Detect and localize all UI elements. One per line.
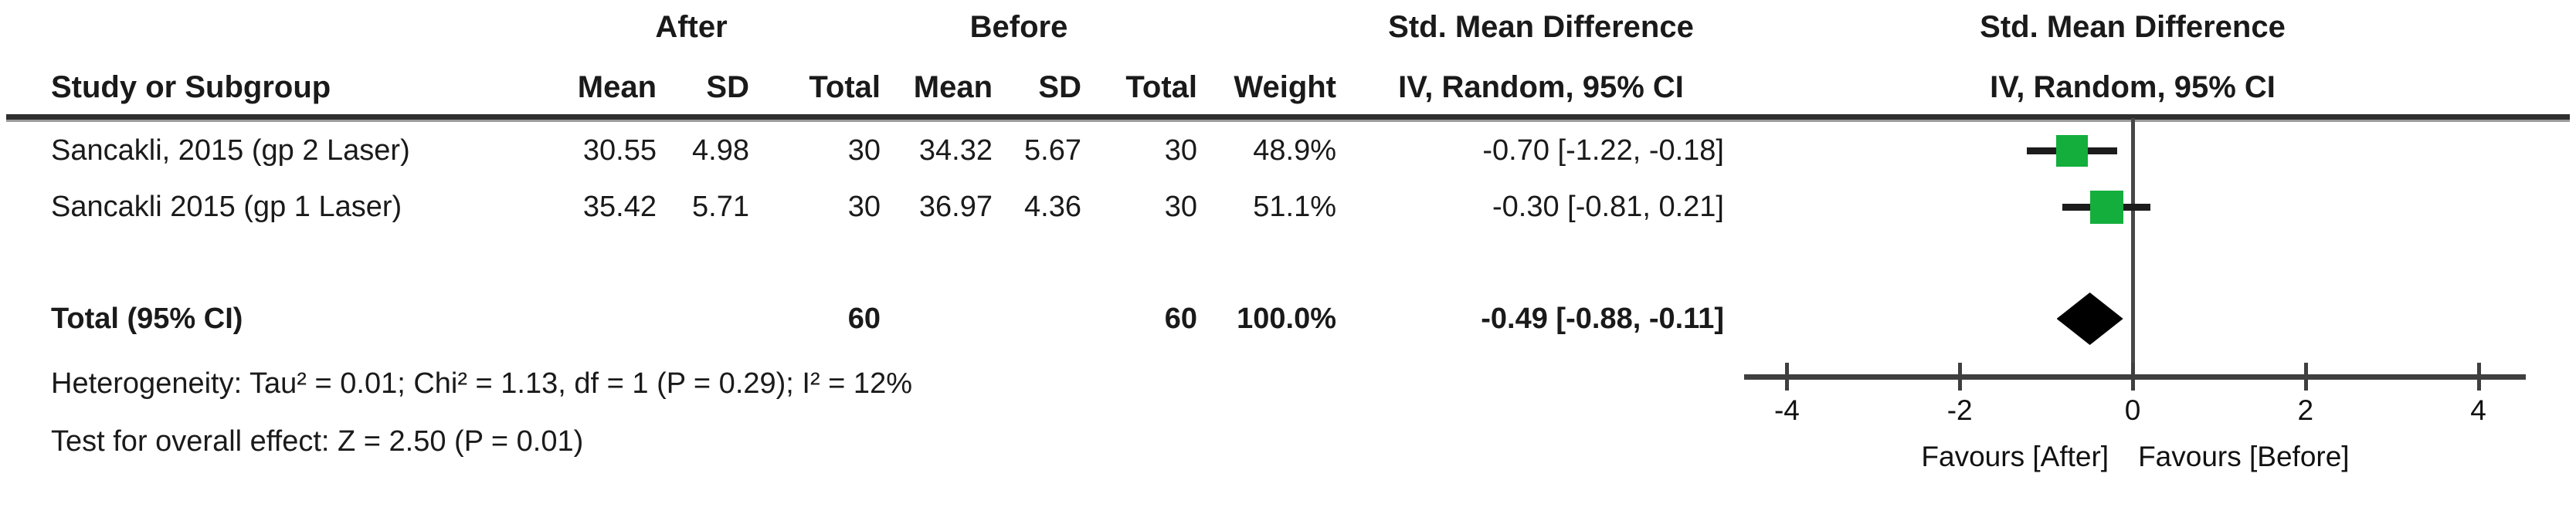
cell-after-total: 30: [847, 191, 881, 223]
cell-smd-ci: -0.30 [-0.81, 0.21]: [1492, 191, 1724, 223]
total-row: Total (95% CI) 60 60 100.0% -0.49 [-0.88…: [0, 301, 2576, 336]
group-header-row: After Before Std. Mean Difference Std. M…: [0, 9, 2576, 45]
overall-effect-note: Test for overall effect: Z = 2.50 (P = 0…: [51, 425, 584, 458]
cell-weight: 48.9%: [1253, 134, 1336, 167]
col-header-study: Study or Subgroup: [51, 70, 331, 104]
total-weight: 100.0%: [1237, 303, 1336, 335]
table-row: Sancakli, 2015 (gp 2 Laser) 30.55 4.98 3…: [0, 133, 2576, 168]
x-axis-tick-label: 0: [2124, 394, 2141, 426]
col-header-ci-left: IV, Random, 95% CI: [1398, 70, 1684, 104]
study-effect-square: [2056, 134, 2089, 167]
col-header-mean-before: Mean: [913, 70, 993, 104]
favours-before-label: Favours [Before]: [2138, 441, 2350, 472]
total-smd-ci: -0.49 [-0.88, -0.11]: [1481, 303, 1724, 335]
group-header-smd-right: Std. Mean Difference: [1980, 10, 2286, 44]
cell-before-sd: 5.67: [1024, 134, 1081, 167]
x-axis-line: [1744, 374, 2526, 380]
cell-after-sd: 4.98: [692, 134, 749, 167]
col-header-sd-before: SD: [1038, 70, 1081, 104]
group-header-smd-left: Std. Mean Difference: [1388, 10, 1694, 44]
x-axis-tick: [2303, 363, 2308, 391]
cell-after-mean: 30.55: [582, 134, 657, 167]
col-header-total-before: Total: [1125, 70, 1197, 104]
heterogeneity-note: Heterogeneity: Tau² = 0.01; Chi² = 1.13,…: [51, 367, 912, 400]
x-axis-tick: [1958, 363, 1963, 391]
cell-before-total: 30: [1164, 134, 1197, 167]
header-divider-line: [6, 114, 2570, 122]
cell-before-mean: 34.32: [918, 134, 993, 167]
col-header-total-after: Total: [809, 70, 881, 104]
cell-smd-ci: -0.70 [-1.22, -0.18]: [1482, 134, 1724, 167]
column-header-row: Study or Subgroup Mean SD Total Mean SD …: [0, 69, 2576, 105]
x-axis-tick: [1785, 363, 1790, 391]
zero-reference-line: [2131, 118, 2135, 390]
group-header-after: After: [655, 10, 728, 44]
study-effect-square: [2089, 190, 2123, 224]
col-header-ci-right: IV, Random, 95% CI: [1990, 70, 2276, 104]
cell-after-sd: 5.71: [692, 191, 749, 223]
x-axis-tick-label: 4: [2470, 394, 2486, 426]
x-axis-tick-label: -2: [1946, 394, 1973, 426]
col-header-sd-after: SD: [706, 70, 749, 104]
cell-weight: 51.1%: [1253, 191, 1336, 223]
col-header-weight: Weight: [1234, 70, 1336, 104]
axis-favours-labels: Favours [After] Favours [Before]: [1744, 440, 2527, 474]
x-axis-tick: [2476, 363, 2481, 391]
cell-before-sd: 4.36: [1024, 191, 1081, 223]
table-row: Sancakli 2015 (gp 1 Laser) 35.42 5.71 30…: [0, 189, 2576, 225]
group-header-before: Before: [969, 10, 1068, 44]
cell-after-total: 30: [847, 134, 881, 167]
col-header-mean-after: Mean: [577, 70, 657, 104]
total-after-total: 60: [847, 303, 881, 335]
x-axis-tick-label: -4: [1773, 394, 1800, 426]
cell-before-total: 30: [1164, 191, 1197, 223]
cell-before-mean: 36.97: [918, 191, 993, 223]
x-axis-tick-label: 2: [2297, 394, 2314, 426]
cell-after-mean: 35.42: [582, 191, 657, 223]
favours-after-label: Favours [After]: [1921, 441, 2109, 472]
total-before-total: 60: [1164, 303, 1197, 335]
study-label: Sancakli, 2015 (gp 2 Laser): [51, 134, 410, 167]
study-label: Sancakli 2015 (gp 1 Laser): [51, 191, 402, 223]
total-label: Total (95% CI): [51, 303, 243, 335]
x-axis-tick: [2131, 363, 2135, 391]
